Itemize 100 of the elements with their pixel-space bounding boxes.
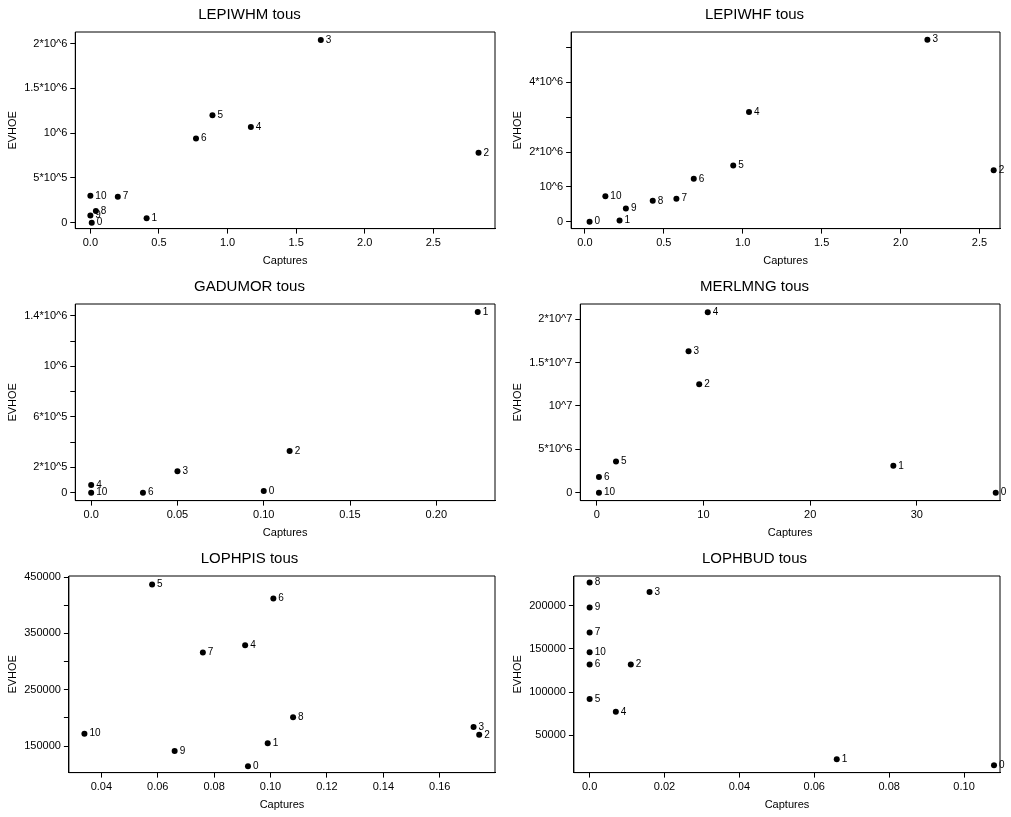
series-label: 10 (95, 189, 107, 201)
y-tick-label: 10^7 (548, 398, 573, 411)
x-tick-label: 10 (697, 508, 710, 521)
series-label: 6 (603, 470, 610, 482)
series-label: 7 (122, 190, 129, 202)
point (475, 149, 482, 156)
x-axis-title: Captures (763, 254, 809, 267)
y-tick-label: 150000 (24, 739, 61, 752)
chart-title: MERLMNG tous (699, 277, 810, 295)
y-tick-label: 150000 (529, 641, 566, 654)
series-label: 2 (635, 658, 642, 670)
point (260, 487, 267, 494)
y-tick-label: 0 (61, 485, 68, 498)
x-tick-label: 2.0 (892, 236, 909, 249)
series-label: 6 (200, 132, 207, 144)
point (730, 162, 737, 169)
point (290, 714, 297, 721)
point (992, 489, 999, 496)
point (646, 588, 653, 595)
x-tick-label: 0.05 (166, 508, 189, 521)
x-tick-label: 0.0 (581, 780, 598, 793)
series-label: 10 (594, 646, 607, 658)
series-label: 8 (594, 576, 601, 588)
y-tick-label: 1.4*10^6 (24, 308, 68, 321)
series-label: 5 (738, 159, 745, 171)
y-tick-label: 4*10^6 (529, 75, 564, 88)
series-label: 2 (998, 163, 1005, 175)
x-tick-label: 0.20 (425, 508, 448, 521)
y-axis-title: EVHOE (510, 111, 523, 150)
point (746, 109, 753, 116)
chart-title: LOPHBUD tous (701, 549, 808, 567)
series-label: 3 (325, 33, 332, 45)
series-label: 3 (693, 345, 700, 357)
point (174, 468, 181, 475)
x-tick-label: 0 (593, 508, 600, 521)
y-axis-title: EVHOE (5, 383, 18, 422)
series-label: 10 (96, 486, 108, 498)
series-label: 6 (698, 172, 705, 184)
chart-title: LOPHPIS tous (200, 549, 299, 567)
x-axis-title: Captures (262, 254, 308, 267)
point (474, 309, 481, 316)
y-tick-label: 100000 (529, 685, 566, 698)
x-axis-title: Captures (262, 526, 308, 539)
chart-title: LEPIWHF tous (704, 5, 805, 23)
y-tick-label: 0 (61, 215, 68, 228)
series-label: 1 (624, 214, 631, 226)
y-tick-label: 1.5*10^6 (24, 81, 68, 94)
y-tick-label: 10^6 (43, 126, 68, 139)
series-label: 0 (1000, 486, 1007, 498)
point (595, 489, 602, 496)
series-label: 7 (594, 626, 601, 638)
y-tick-label: 350000 (24, 626, 61, 639)
point (192, 135, 199, 142)
point (696, 381, 703, 388)
series-label: 4 (620, 705, 627, 717)
point (616, 217, 623, 224)
x-tick-label: 1.5 (288, 236, 304, 249)
y-tick-label: 2*10^7 (538, 312, 573, 325)
point (247, 123, 254, 130)
x-tick-label: 0.5 (151, 236, 167, 249)
series-label: 0 (999, 759, 1006, 771)
point (586, 604, 593, 611)
point (114, 193, 121, 200)
y-tick-label: 0 (556, 214, 564, 227)
x-axis-title: Captures (767, 526, 813, 539)
point (317, 37, 324, 44)
y-tick-label: 0 (566, 485, 573, 498)
point (627, 661, 634, 668)
series-label: 1 (898, 459, 905, 471)
point (87, 192, 94, 199)
y-axis-title: EVHOE (5, 655, 18, 694)
series-label: 6 (594, 658, 601, 670)
series-label: 5 (157, 578, 164, 590)
x-tick-label: 0.08 (203, 780, 225, 793)
series-label: 4 (250, 639, 257, 650)
point (586, 695, 593, 702)
point (81, 730, 88, 737)
x-tick-label: 0.15 (339, 508, 361, 521)
series-label: 3 (478, 720, 485, 732)
point (244, 763, 251, 770)
x-tick-label: 0.10 (259, 780, 282, 793)
x-tick-label: 0.5 (656, 236, 672, 249)
series-label: 5 (621, 455, 628, 467)
point (690, 175, 697, 182)
x-tick-label: 0.10 (253, 508, 275, 521)
chart-title: GADUMOR tous (194, 277, 305, 295)
y-tick-label: 6*10^5 (33, 409, 68, 422)
point (586, 661, 593, 668)
x-tick-label: 0.0 (83, 508, 99, 521)
point (264, 740, 271, 747)
x-tick-label: 20 (804, 508, 817, 521)
series-label: 6 (147, 486, 154, 498)
y-axis-title: EVHOE (510, 655, 523, 694)
series-label: 1 (841, 753, 848, 765)
series-label: 9 (594, 601, 601, 613)
chart-title: LEPIWHM tous (198, 5, 301, 23)
x-tick-label: 30 (910, 508, 923, 521)
point (87, 212, 94, 219)
series-label: 1 (272, 736, 279, 748)
series-label: 8 (100, 204, 107, 216)
